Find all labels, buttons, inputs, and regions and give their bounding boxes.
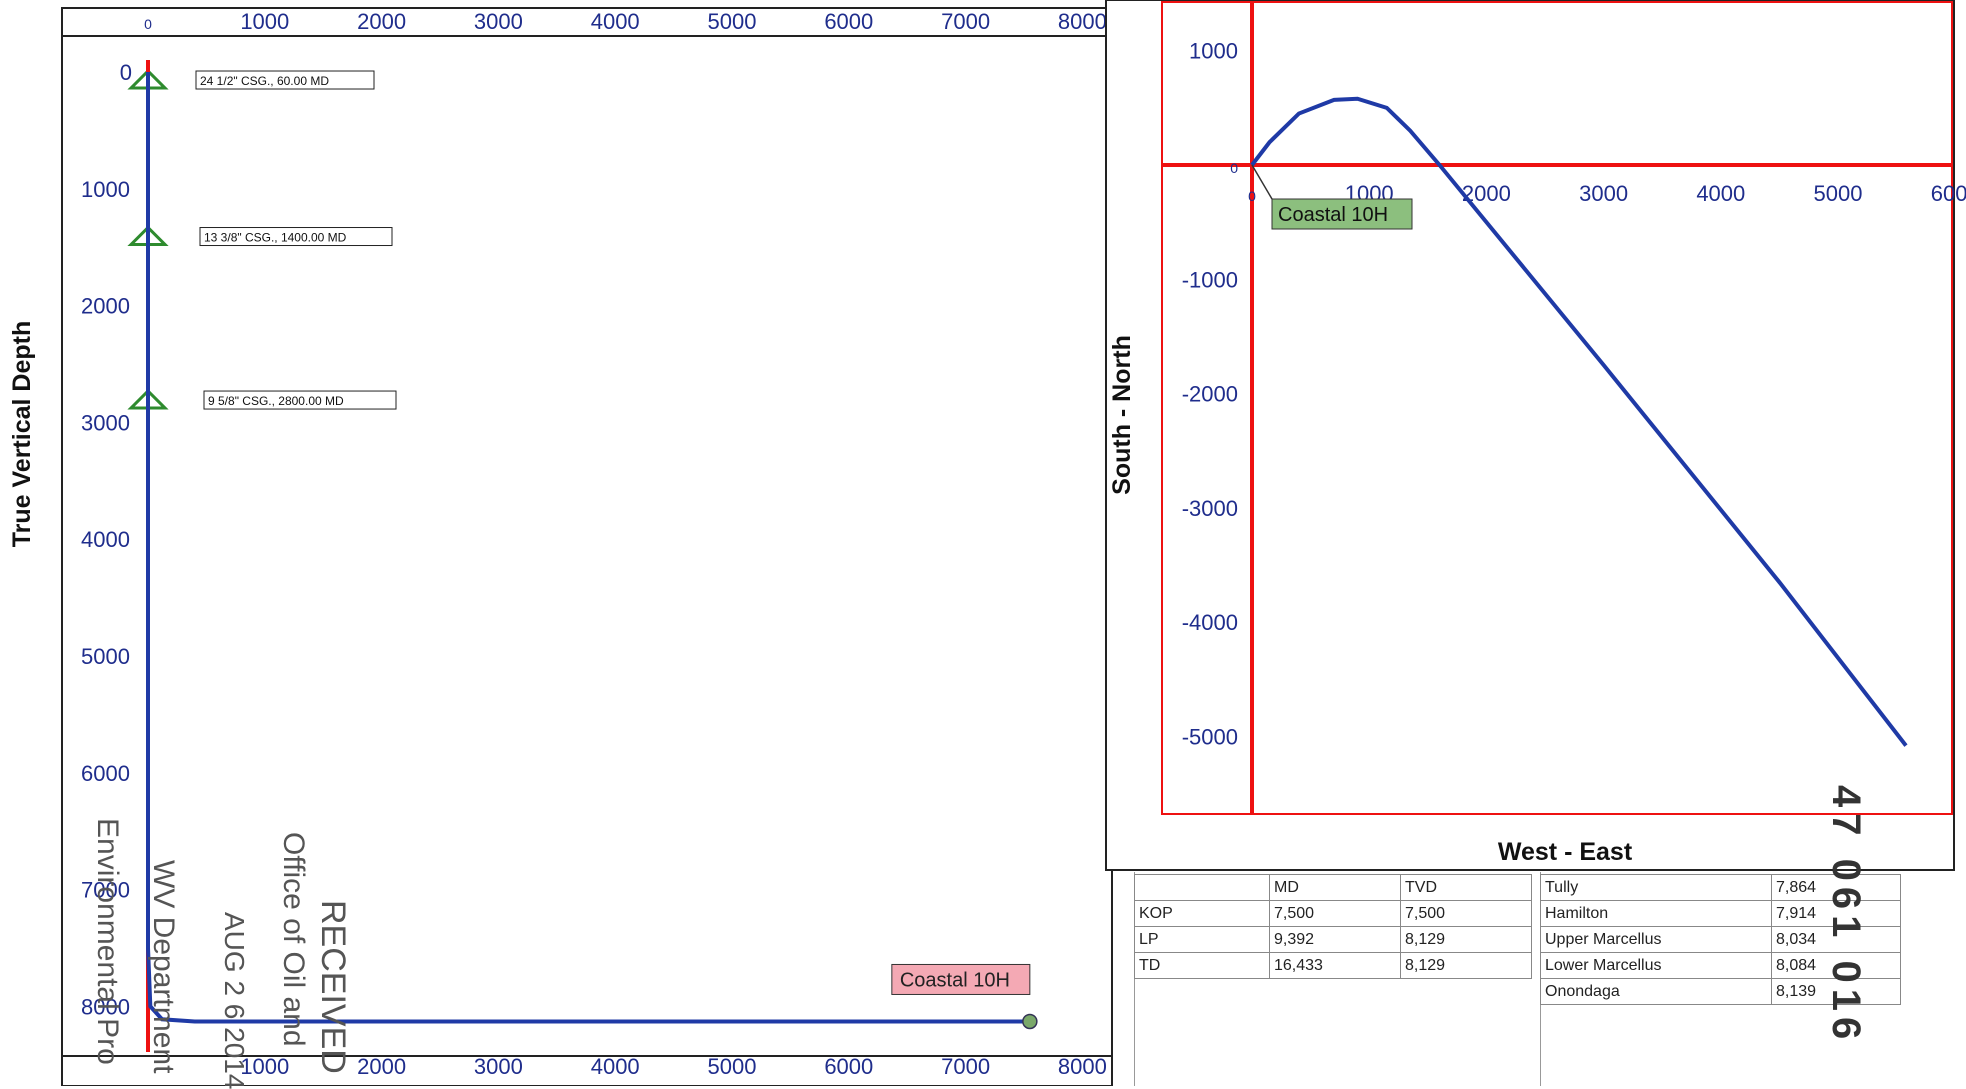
sn-tick-label: -2000 <box>1182 382 1238 407</box>
sn-tick-label: 1000 <box>1189 39 1238 64</box>
bottom-x-tick-label: 3000 <box>474 1054 523 1079</box>
tvd-tick-label: 2000 <box>81 294 130 319</box>
header-cell <box>1135 875 1270 901</box>
top-x-tick-label: 7000 <box>941 9 990 34</box>
end-label-text: Coastal 10H <box>900 969 1010 991</box>
api-number-stamp: 47 061 016 <box>1823 785 1868 1045</box>
we-tick-label: 6000 <box>1931 181 1966 206</box>
row-label: LP <box>1135 927 1270 953</box>
tvd-axis-title: True Vertical Depth <box>8 321 36 547</box>
md-value: 16,433 <box>1270 953 1401 979</box>
we-tick-label: 0 <box>1248 188 1256 204</box>
end-label-tag: Coastal 10H <box>892 964 1030 994</box>
plan-view-chart: West - East South - North 0 1000 2000 3000 4… <box>1106 0 1966 870</box>
sn-tick-label: -4000 <box>1182 610 1238 635</box>
md-value: 9,392 <box>1270 927 1401 953</box>
wellbore-end-marker <box>1023 1014 1037 1028</box>
top-x-tick-label: 1000 <box>240 9 289 34</box>
received-stamp-line2: Office of Oil and <box>276 832 310 1047</box>
formation-name: Onondaga <box>1541 979 1772 1005</box>
bottom-x-tick-label: 6000 <box>824 1054 873 1079</box>
casing-label-text: 9 5/8" CSG., 2800.00 MD <box>208 394 344 408</box>
casing-label-text: 24 1/2" CSG., 60.00 MD <box>200 74 329 88</box>
tvd-tick-label: 6000 <box>81 761 130 786</box>
table-row: LP 9,392 8,129 <box>1135 927 1532 953</box>
table-row: KOP 7,500 7,500 <box>1135 901 1532 927</box>
formation-name: Lower Marcellus <box>1541 953 1772 979</box>
bottom-x-tick-label: 7000 <box>941 1054 990 1079</box>
received-stamp-line4: WV Department <box>146 860 180 1073</box>
formation-name: Tully <box>1541 875 1772 901</box>
well-plan-table: MD TVD KOP 7,500 7,500 LP 9,392 8,129 TD… <box>1134 874 1532 979</box>
received-stamp-line5: Environmental Pro <box>90 818 124 1065</box>
table-header-row: MD TVD <box>1135 875 1532 901</box>
sn-tick-label: -3000 <box>1182 496 1238 521</box>
tvd-value: 8,129 <box>1401 927 1532 953</box>
received-stamp-date: AUG 2 6 2014 <box>218 912 250 1089</box>
formation-name: Upper Marcellus <box>1541 927 1772 953</box>
bottom-x-tick-label: 5000 <box>708 1054 757 1079</box>
sn-tick-label: -1000 <box>1182 267 1238 292</box>
md-value: 7,500 <box>1270 901 1401 927</box>
top-x-tick-label: 4000 <box>591 9 640 34</box>
sn-tick-label: 0 <box>1230 160 1238 176</box>
tvd-tick-label: 0 <box>120 60 132 85</box>
tvd-tick-label: 5000 <box>81 644 130 669</box>
top-x-tick-label: 3000 <box>474 9 523 34</box>
top-x-tick-label: 2000 <box>357 9 406 34</box>
top-x-tick-label: 6000 <box>824 9 873 34</box>
received-stamp-line1: RECEIVED <box>313 900 352 1074</box>
row-label: KOP <box>1135 901 1270 927</box>
sn-axis-title: South - North <box>1108 335 1136 495</box>
header-cell-md: MD <box>1270 875 1401 901</box>
tvd-tick-label: 3000 <box>81 410 130 435</box>
we-tick-label: 3000 <box>1579 181 1628 206</box>
bottom-x-tick-label: 2000 <box>357 1054 406 1079</box>
tvd-value: 8,129 <box>1401 953 1532 979</box>
casing-label-text: 13 3/8" CSG., 1400.00 MD <box>204 231 347 245</box>
top-x-tick-label: 8000 <box>1058 9 1107 34</box>
we-axis-title: West - East <box>1498 838 1633 866</box>
tvd-tick-label: 4000 <box>81 527 130 552</box>
we-tick-label: 5000 <box>1814 181 1863 206</box>
tvd-tick-label: 1000 <box>81 177 130 202</box>
top-x-tick-label: 5000 <box>708 9 757 34</box>
row-label: TD <box>1135 953 1270 979</box>
sn-tick-label: -5000 <box>1182 725 1238 750</box>
top-x-tick-label: 0 <box>144 16 152 32</box>
origin-label-text: Coastal 10H <box>1278 204 1388 226</box>
we-tick-label: 4000 <box>1696 181 1745 206</box>
formation-name: Hamilton <box>1541 901 1772 927</box>
bottom-x-tick-label: 8000 <box>1058 1054 1107 1079</box>
bottom-x-tick-label: 4000 <box>591 1054 640 1079</box>
tvd-value: 7,500 <box>1401 901 1532 927</box>
header-cell-tvd: TVD <box>1401 875 1532 901</box>
table-row: TD 16,433 8,129 <box>1135 953 1532 979</box>
